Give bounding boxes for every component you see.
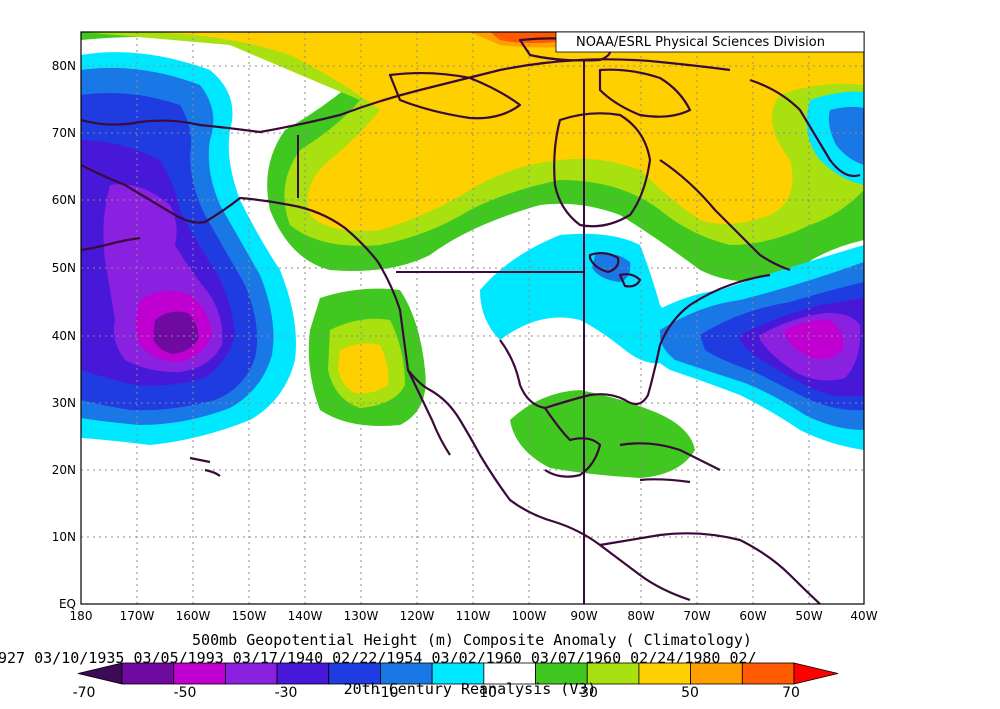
colorbar-tick: 30 bbox=[580, 685, 598, 701]
colorbar-tick: -70 bbox=[73, 685, 96, 701]
lon-label: 40W bbox=[850, 609, 877, 623]
map-title: 500mb Geopotential Height (m) Composite … bbox=[192, 631, 752, 649]
negative-anomaly-pacific-70 bbox=[153, 311, 199, 354]
lat-label: 30N bbox=[52, 396, 76, 410]
longitude-labels: 180 170W 160W 150W 140W 130W 120W 110W 1… bbox=[70, 609, 878, 623]
lat-label: 80N bbox=[52, 59, 76, 73]
lat-label: 50N bbox=[52, 261, 76, 275]
colorbar-swatch bbox=[224, 662, 278, 685]
dataset-label: 20th Century Reanalysis (V3) bbox=[344, 680, 597, 698]
colorbar-swatch bbox=[173, 662, 226, 685]
colorbar-tick: 50 bbox=[681, 685, 699, 701]
latitude-labels: 80N 70N 60N 50N 40N 30N 20N 10N EQ bbox=[52, 59, 76, 611]
lon-label: 130W bbox=[344, 609, 379, 623]
lon-label: 120W bbox=[400, 609, 435, 623]
positive-anomaly-pacific-30 bbox=[338, 343, 389, 394]
lon-label: 60W bbox=[739, 609, 766, 623]
colorbar-swatch bbox=[793, 662, 839, 685]
colorbar-swatch bbox=[276, 662, 330, 685]
negative-anomaly-atlantic-60 bbox=[785, 319, 844, 359]
lat-label: 70N bbox=[52, 126, 76, 140]
positive-anomaly-north-30 bbox=[81, 32, 864, 231]
lat-label: 60N bbox=[52, 193, 76, 207]
anomaly-contours bbox=[81, 32, 864, 478]
colorbar-swatch bbox=[690, 662, 743, 685]
lon-label: 70W bbox=[683, 609, 710, 623]
lat-label: 40N bbox=[52, 329, 76, 343]
credit-label: NOAA/ESRL Physical Sciences Division bbox=[576, 35, 825, 50]
lon-label: 140W bbox=[288, 609, 323, 623]
positive-anomaly-gulf-10 bbox=[510, 390, 695, 478]
lat-label: EQ bbox=[59, 597, 76, 611]
colorbar-tick: 10 bbox=[479, 685, 497, 701]
lon-label: 80W bbox=[627, 609, 654, 623]
lat-label: 10N bbox=[52, 530, 76, 544]
composite-dates: 927 03/10/1935 03/05/1993 03/17/1940 02/… bbox=[0, 649, 757, 667]
lon-label: 50W bbox=[795, 609, 822, 623]
colorbar-tick: -10 bbox=[376, 685, 399, 701]
credit-box bbox=[555, 31, 865, 53]
positive-anomaly-north-50 bbox=[490, 32, 560, 44]
colorbar-labels: -70 -50 -30 -10 10 30 50 70 bbox=[73, 685, 800, 701]
colorbar-tick: -50 bbox=[174, 685, 197, 701]
lon-label: 150W bbox=[232, 609, 267, 623]
lon-label: 90W bbox=[570, 609, 597, 623]
coastlines bbox=[81, 37, 861, 604]
colorbar-tick: 70 bbox=[782, 685, 800, 701]
map-frame bbox=[80, 31, 865, 605]
colorbar bbox=[77, 662, 839, 685]
lat-label: 20N bbox=[52, 463, 76, 477]
lon-label: 180 bbox=[70, 609, 93, 623]
lon-label: 100W bbox=[512, 609, 547, 623]
lon-label: 170W bbox=[120, 609, 155, 623]
colorbar-tick: -30 bbox=[275, 685, 298, 701]
lon-label: 110W bbox=[456, 609, 491, 623]
negative-anomaly-greenland-20 bbox=[828, 106, 864, 165]
lon-label: 160W bbox=[176, 609, 211, 623]
borders bbox=[297, 60, 585, 604]
colorbar-swatch bbox=[121, 662, 175, 685]
colorbar-swatch bbox=[741, 662, 795, 685]
colorbar-swatch bbox=[638, 662, 692, 685]
graticule bbox=[81, 32, 864, 604]
